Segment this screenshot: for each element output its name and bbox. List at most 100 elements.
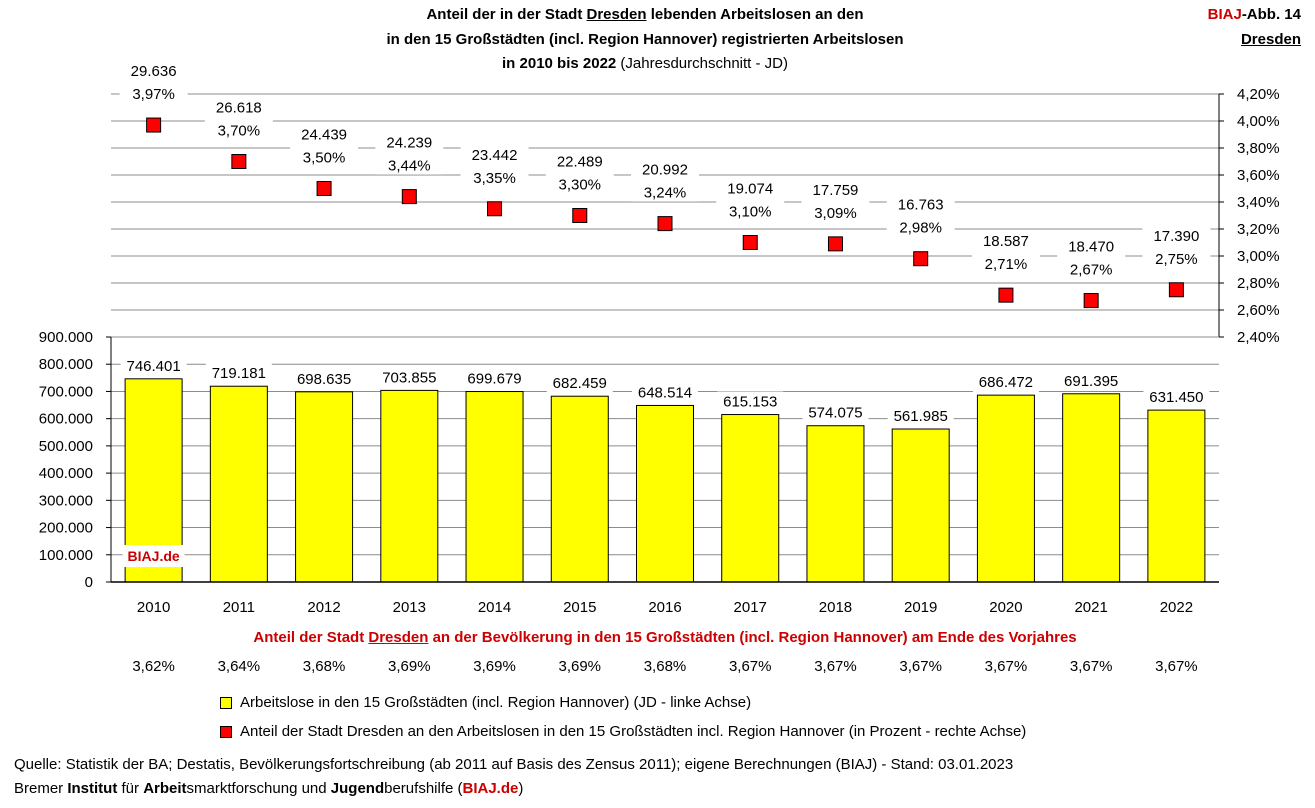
bar-data-label: 561.985 — [894, 408, 948, 425]
population-share-value: 3,69% — [473, 658, 516, 675]
chart-title-line3: in 2010 bis 2022 (Jahresdurchschnitt - J… — [0, 55, 1290, 72]
chart-title-line1: Anteil der in der Stadt Dresden lebenden… — [0, 6, 1290, 23]
chart-title-line2: in den 15 Großstädten (incl. Region Hann… — [386, 31, 904, 48]
right-axis-tick-label: 2,60% — [1237, 302, 1280, 319]
marker-count-label: 26.618 — [216, 100, 262, 117]
right-axis-tick-label: 3,60% — [1237, 167, 1280, 184]
title-city: Dresden — [586, 6, 647, 23]
population-share-value: 3,67% — [985, 658, 1028, 675]
marker-count-label: 24.239 — [386, 135, 432, 152]
marker-label-bg — [119, 61, 188, 104]
x-axis-tick-label: 2022 — [1160, 599, 1193, 616]
marker-label-bg — [1057, 236, 1126, 279]
legend-item-bars: Arbeitslose in den 15 Großstädten (incl.… — [220, 694, 751, 711]
marker-count-label: 20.992 — [642, 162, 688, 179]
left-axis-tick-label: 700.000 — [39, 383, 93, 400]
marker-point — [657, 216, 673, 232]
marker-point — [401, 189, 417, 205]
bar — [1147, 409, 1206, 583]
bar-label-bg — [461, 368, 528, 389]
inst-text: Institut — [67, 780, 118, 797]
bar-label-bg — [291, 368, 358, 389]
bar-data-label: 699.679 — [467, 371, 521, 388]
legend-swatch-red — [220, 725, 232, 738]
legend-label: Anteil der Stadt Dresden an den Arbeitsl… — [240, 723, 1027, 740]
bar — [721, 414, 780, 583]
x-axis-tick-label: 2010 — [137, 599, 170, 616]
marker-data-label: 2,71% — [985, 256, 1028, 273]
marker-count-label: 18.470 — [1068, 239, 1114, 256]
title-period: in 2010 bis 2022 — [502, 55, 617, 72]
x-axis-tick-label: 2013 — [393, 599, 426, 616]
bar-data-label: 682.459 — [553, 375, 607, 392]
right-axis-tick-label: 3,20% — [1237, 221, 1280, 238]
bar-data-label: 574.075 — [808, 405, 862, 422]
legend-label: Arbeitslose in den 15 Großstädten (incl.… — [240, 694, 752, 711]
x-axis-tick-label: 2015 — [563, 599, 596, 616]
biaj-link[interactable]: BIAJ.de — [462, 780, 519, 797]
left-axis-tick-label: 900.000 — [39, 329, 93, 346]
inst-text: Arbeit — [143, 780, 187, 797]
marker-count-label: 23.442 — [472, 147, 518, 164]
inst-text: berufshilfe ( — [384, 780, 463, 797]
bar-label-bg — [887, 406, 954, 427]
marker-count-label: 29.636 — [131, 63, 177, 80]
bar-label-bg — [120, 355, 187, 376]
population-share-value: 3,67% — [729, 658, 772, 675]
population-share-value: 3,68% — [303, 658, 346, 675]
bar-data-label: 746.401 — [126, 358, 180, 375]
title-text: Anteil der in der Stadt — [426, 6, 587, 23]
marker-label-bg — [545, 151, 614, 194]
bar-label-bg — [1058, 370, 1125, 391]
marker-data-label: 3,30% — [558, 177, 601, 194]
bar-label-bg — [205, 363, 272, 384]
marker-data-label: 3,24% — [644, 185, 687, 202]
left-axis-tick-label: 600.000 — [39, 411, 93, 428]
x-axis-tick-label: 2020 — [989, 599, 1022, 616]
marker-point — [1083, 293, 1099, 309]
x-axis-tick-label: 2011 — [223, 599, 255, 616]
left-axis-tick-label: 100.000 — [39, 547, 93, 564]
bar-label-bg — [717, 391, 784, 412]
bar — [891, 428, 950, 583]
legend-item-markers: Anteil der Stadt Dresden an den Arbeitsl… — [220, 723, 1026, 740]
marker-data-label: 2,67% — [1070, 262, 1113, 279]
marker-label-bg — [971, 231, 1040, 274]
biaj-label: BIAJ — [1207, 6, 1242, 23]
marker-label-bg — [1142, 225, 1211, 268]
corner-city: Dresden — [1241, 31, 1301, 48]
marker-label-bg — [375, 132, 444, 175]
x-axis-tick-label: 2014 — [478, 599, 511, 616]
marker-data-label: 2,75% — [1155, 251, 1198, 268]
bar — [380, 389, 439, 583]
marker-label-bg — [716, 178, 785, 221]
left-axis-tick-label: 200.000 — [39, 520, 93, 537]
bar-data-label: 703.855 — [382, 369, 436, 386]
inst-text: smarktforschung und — [186, 780, 331, 797]
population-share-value: 3,69% — [388, 658, 431, 675]
marker-label-bg — [886, 194, 955, 237]
population-share-value: 3,69% — [558, 658, 601, 675]
marker-data-label: 3,44% — [388, 158, 431, 175]
marker-point — [742, 235, 758, 250]
population-share-value: 3,68% — [644, 658, 687, 675]
left-axis-tick-label: 300.000 — [39, 492, 93, 509]
x-axis-tick-label: 2018 — [819, 599, 852, 616]
marker-label-bg — [460, 144, 529, 187]
title-text: lebenden Arbeitslosen an den — [646, 6, 864, 23]
inst-text: Bremer — [14, 780, 68, 797]
marker-label-bg — [801, 179, 870, 222]
marker-count-label: 18.587 — [983, 233, 1029, 250]
right-axis-tick-label: 4,00% — [1237, 113, 1280, 130]
marker-count-label: 17.759 — [813, 182, 859, 199]
marker-point — [316, 181, 332, 196]
x-axis-tick-label: 2016 — [648, 599, 681, 616]
bar — [636, 404, 694, 583]
marker-count-label: 16.763 — [898, 197, 944, 214]
marker-data-label: 3,09% — [814, 205, 857, 222]
marker-point — [998, 287, 1014, 303]
marker-point — [487, 201, 503, 217]
bar-data-label: 719.181 — [212, 365, 266, 382]
bar-label-bg — [546, 373, 613, 394]
